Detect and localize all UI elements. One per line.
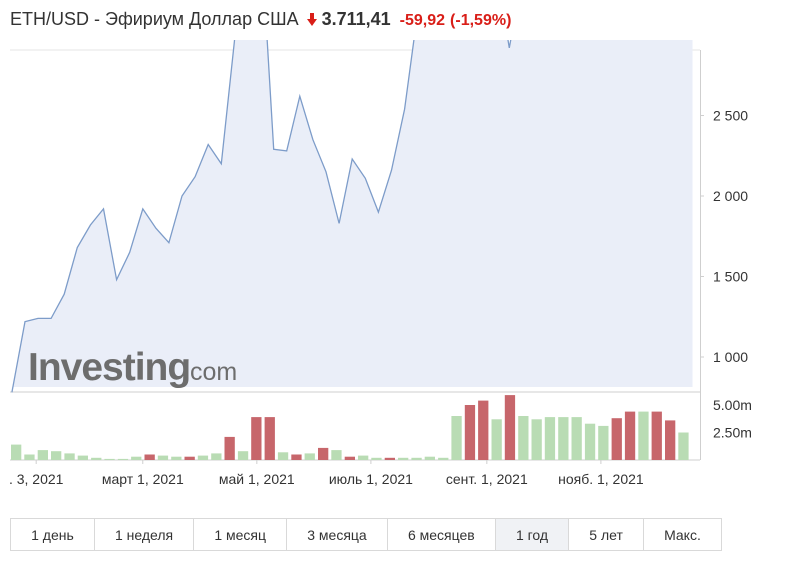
volume-bar	[651, 411, 662, 460]
price-chart[interactable]: Investing .com 1 000 1 500 2 000 2 500 3 000…	[0, 40, 790, 495]
range-button[interactable]: 3 месяца	[287, 519, 388, 550]
volume-bar	[611, 418, 622, 460]
watermark-brand: Investing	[28, 346, 190, 389]
x-tick-label: нояб. 1, 2021	[558, 471, 644, 487]
volume-bar	[224, 436, 235, 460]
price-area	[11, 40, 693, 393]
volume-bar	[117, 458, 129, 460]
x-tick-label: июль 1, 2021	[329, 471, 413, 487]
volume-bar	[518, 416, 529, 460]
x-tick-label: март 1, 2021	[102, 471, 184, 487]
volume-bar	[665, 420, 676, 460]
volume-bar	[638, 411, 649, 460]
volume-bar	[411, 457, 422, 460]
volume-bar	[91, 457, 102, 460]
volume-bar	[344, 456, 355, 460]
volume-bar	[451, 416, 462, 460]
price-change-percent: (-1,59%)	[450, 12, 512, 29]
volume-bar	[291, 454, 302, 460]
volume-bar	[358, 455, 369, 460]
arrow-down-icon	[306, 13, 317, 31]
volume-bar	[598, 425, 609, 460]
volume-bar	[478, 400, 489, 460]
range-button[interactable]: 1 месяц	[194, 519, 288, 550]
range-button[interactable]: 5 лет	[569, 519, 644, 550]
volume-bar	[571, 417, 582, 460]
price-tick-label: 1 500	[713, 269, 748, 285]
volume-bar	[318, 447, 329, 460]
price-tick-label: 2 500	[713, 108, 748, 124]
volume-bar	[157, 455, 169, 460]
volume-bar	[384, 457, 395, 460]
volume-bar	[104, 458, 115, 460]
price-line	[11, 40, 512, 393]
range-button[interactable]: Макс.	[643, 519, 721, 550]
quote-header: ETH/USD - Эфириум Доллар США 3.711,41 -5…	[10, 9, 516, 35]
volume-bar	[678, 432, 689, 460]
volume-bar	[584, 423, 596, 460]
volume-bar	[264, 417, 275, 460]
volume-bar	[77, 455, 88, 460]
volume-bar	[37, 450, 48, 460]
price-tick-label: 3 000	[713, 40, 748, 43]
range-button[interactable]: 6 месяцев	[387, 519, 496, 550]
volume-bar	[624, 411, 636, 460]
volume-bar	[251, 417, 262, 460]
price-tick-label: 2 000	[713, 188, 748, 204]
volume-bar	[464, 405, 476, 460]
time-range-selector: 1 день 1 неделя 1 месяц 3 месяца 6 месяцев 1 …	[10, 518, 722, 551]
volume-bar	[131, 456, 142, 460]
volume-bar	[424, 456, 435, 460]
volume-bar	[11, 444, 22, 460]
pair-title: ETH/USD - Эфириум Доллар США	[10, 9, 299, 29]
last-price: 3.711,41	[321, 9, 391, 29]
volume-tick-label: 5.00m	[713, 397, 752, 413]
volume-bar	[277, 452, 289, 460]
volume-bar	[558, 417, 569, 460]
volume-bar	[491, 419, 502, 460]
volume-tick-label: 2.50m	[713, 425, 752, 441]
volume-bar	[237, 451, 249, 460]
price-tick-label: 1 000	[713, 349, 748, 365]
range-button[interactable]: 1 год	[495, 519, 570, 550]
volume-bar	[171, 456, 182, 460]
volume-bar	[64, 453, 75, 460]
volume-bar	[398, 457, 409, 460]
investing-watermark: Investing .com	[28, 346, 237, 389]
volume-bar	[531, 419, 542, 460]
volume-bar	[144, 454, 155, 460]
volume-bar	[544, 417, 556, 460]
watermark-suffix: .com	[183, 358, 237, 386]
x-tick-label: . 3, 2021	[9, 471, 64, 487]
x-tick-label: май 1, 2021	[219, 471, 295, 487]
range-button[interactable]: 1 неделя	[94, 519, 195, 550]
volume-bar	[51, 451, 62, 460]
x-tick-label: сент. 1, 2021	[446, 471, 528, 487]
volume-bar	[24, 454, 35, 460]
volume-bar	[184, 456, 195, 460]
range-button[interactable]: 1 день	[11, 519, 95, 550]
volume-bar	[211, 453, 222, 460]
price-change: -59,92	[399, 12, 446, 29]
volume-bar	[438, 457, 449, 460]
volume-bar	[304, 453, 315, 460]
volume-bar	[331, 450, 342, 460]
volume-bar	[371, 457, 382, 460]
volume-bar	[197, 455, 209, 460]
volume-bar	[504, 395, 516, 460]
